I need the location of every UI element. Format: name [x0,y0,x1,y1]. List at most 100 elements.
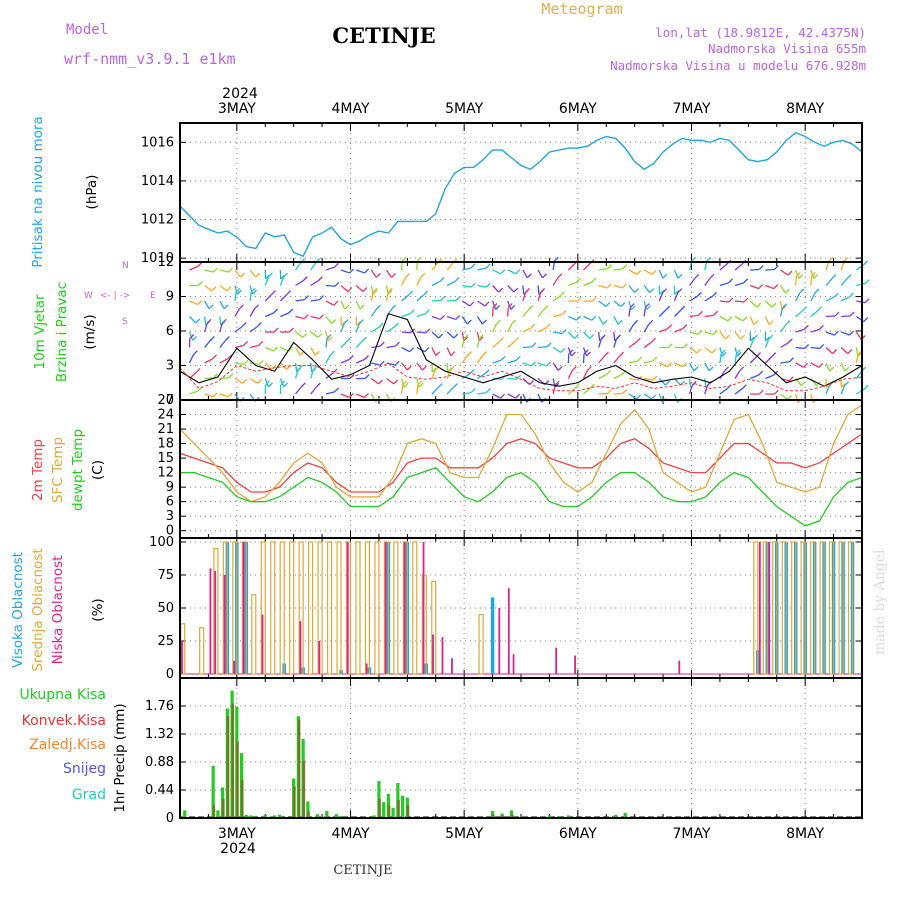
wind-barb [764,300,773,308]
precip-conv-bar [236,741,239,818]
wind-barb [613,268,623,271]
wind-barb [446,262,454,271]
wind-barb-flag [243,359,249,365]
wind-barb-flag [484,369,490,375]
wind-barb [264,378,270,388]
wind-barb [219,316,222,326]
wind-barb [552,277,559,286]
wind-barb [189,300,199,306]
wind-barb-flag [407,290,413,296]
temp-ylabel-sfc: SFC Temp [50,437,66,503]
wind-barb-flag [649,288,655,294]
cloud-mid-bar [289,541,295,675]
wind-barb [264,294,272,302]
wind-barb-flag [795,272,801,277]
wind-barb [477,300,486,307]
wind-barb-flag [223,304,229,310]
wind-barb [507,323,513,333]
wind-barb-flag [470,282,476,288]
wind-barb-flag [402,380,408,386]
precip-total-bar [547,815,552,818]
wind-barb-flag [787,395,793,401]
wind-barb-flag [435,351,441,357]
wind-barb [416,346,426,353]
wind-barb-flag [213,373,219,379]
wind-barb-flag [605,302,611,308]
wind-barb [249,326,258,333]
wind-barb-flag [682,324,688,330]
wind-barb-flag [739,366,745,372]
wind-barb-flag [741,384,747,390]
temp-ylabel-2m: 2m Temp [30,439,46,501]
wind-barb-flag [224,336,230,341]
wind-barb [522,309,530,317]
wind-barb [462,284,472,288]
wind-barb [673,292,679,302]
wind-barb [370,269,377,278]
wind-barb [643,323,650,333]
wind-barb-flag [758,389,764,395]
wind-barb-flag [813,274,819,279]
model-elevation-text: Nadmorska Visina u modelu 676.928m [610,58,866,73]
wind-barb [689,314,699,318]
wind-barb [644,377,654,381]
precip-conv-bar [378,798,381,818]
y-tick-label: 21 [157,422,174,437]
wind-barb-flag [507,303,513,308]
wind-barb-flag [454,276,460,282]
y-tick-label: 18 [157,437,174,452]
wind-barb-flag [236,289,242,295]
wind-barb-flag [788,376,794,382]
wind-barb [310,331,319,338]
wind-barb [340,340,348,348]
wind-barb-flag [735,349,741,355]
precip-total-bar [372,815,376,818]
wind-barb [795,276,797,286]
wind-barb-flag [863,260,869,266]
wind-barb [507,377,517,380]
precip-conv-bar [387,805,391,818]
watermark: made by Angel [872,549,888,655]
precip-total-bar [315,814,319,818]
precip-total-bar [391,807,395,818]
wind-barb [673,378,682,386]
y-tick-label: 0.44 [145,783,174,798]
elevation-text: Nadmorska Visina 655m [708,41,866,56]
lonlat-text: lon,lat (18.9812E, 42.4375N) [655,25,866,40]
wind-barb [310,347,316,356]
wind-barb [764,316,770,325]
wind-barb [689,346,698,354]
wind-barb-flag [394,360,400,366]
wind-barb-flag [318,314,324,320]
wind-barb-flag [258,340,264,346]
wind-barb-flag [743,297,749,303]
wind-barb-flag [829,366,835,372]
wind-barb [704,331,714,335]
wind-barb-flag [803,362,809,368]
wind-barb [567,370,573,379]
wind-barb-flag [364,268,370,274]
wind-barb [507,269,517,275]
wind-barb-flag [843,256,849,262]
wind-barb-flag [513,287,519,293]
wind-barb [219,393,229,398]
wind-barb-flag [677,288,683,294]
year-top: 2024 [222,86,258,102]
cloud-mid-bar [326,541,333,675]
wind-barb [234,308,241,317]
wind-barb-flag [226,286,232,292]
wind-barb-flag [283,382,289,388]
wind-barb-flag [273,346,278,352]
wind-barb [294,347,301,356]
wind-barb [476,316,483,325]
cloud-low-bar [422,541,425,675]
wind-barb [628,377,638,381]
cloud-low-bar [242,541,245,675]
wind-barb-flag [768,334,774,340]
wind-barb-flag [782,303,788,309]
wind-barb [310,362,313,373]
wind-barb-flag [557,273,563,279]
wind-barb [825,347,834,355]
wind-barb-flag [288,327,294,333]
wind-barb [325,300,335,306]
